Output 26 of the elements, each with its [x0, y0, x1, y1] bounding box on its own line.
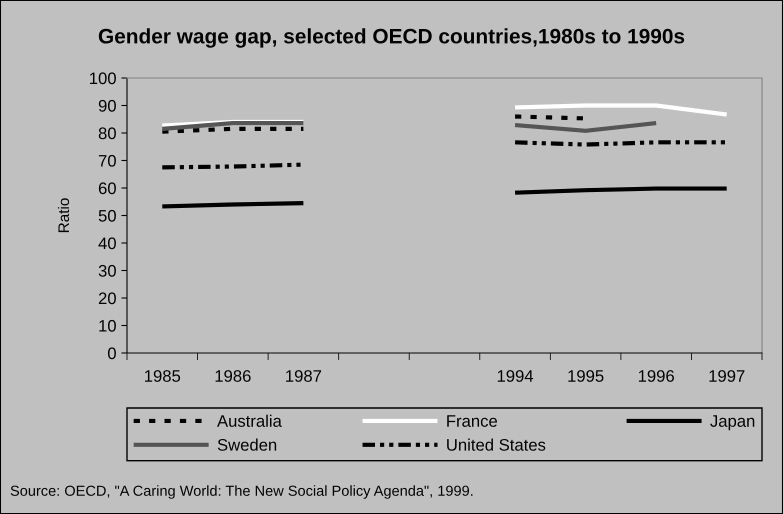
- chart-title: Gender wage gap, selected OECD countries,1980s to 1990s: [98, 28, 684, 48]
- legend-label: France: [447, 415, 497, 427]
- y-tick-label: 80: [98, 127, 116, 140]
- y-tick-label: 10: [99, 320, 116, 332]
- legend-label: Japan: [710, 415, 754, 430]
- x-tick-label: 1987: [286, 370, 322, 382]
- y-tick-label: 20: [98, 292, 116, 304]
- x-tick-label: 1985: [145, 370, 180, 382]
- y-tick-label: 40: [98, 237, 116, 250]
- y-tick-label: 0: [108, 347, 116, 360]
- x-tick-label: 1996: [638, 370, 674, 382]
- y-tick-label: 60: [98, 182, 116, 194]
- legend-label: Australia: [217, 414, 282, 427]
- y-tick-label: 100: [90, 72, 116, 84]
- y-tick-label: 90: [98, 100, 116, 112]
- legend-label: Sweden: [218, 438, 276, 451]
- legend-label: United States: [447, 438, 546, 451]
- x-tick-label: 1986: [216, 370, 251, 382]
- source-note: Source: OECD, "A Caring World: The New Social Policy Agenda", 1999.: [10, 485, 472, 499]
- x-tick-label: 1995: [568, 370, 604, 382]
- y-tick-label: 70: [98, 154, 116, 167]
- x-tick-label: 1997: [709, 370, 744, 382]
- x-tick-label: 1994: [498, 370, 534, 382]
- y-tick-label: 30: [98, 264, 116, 277]
- y-tick-label: 50: [98, 210, 116, 222]
- y-axis-title: Ratio: [58, 198, 70, 232]
